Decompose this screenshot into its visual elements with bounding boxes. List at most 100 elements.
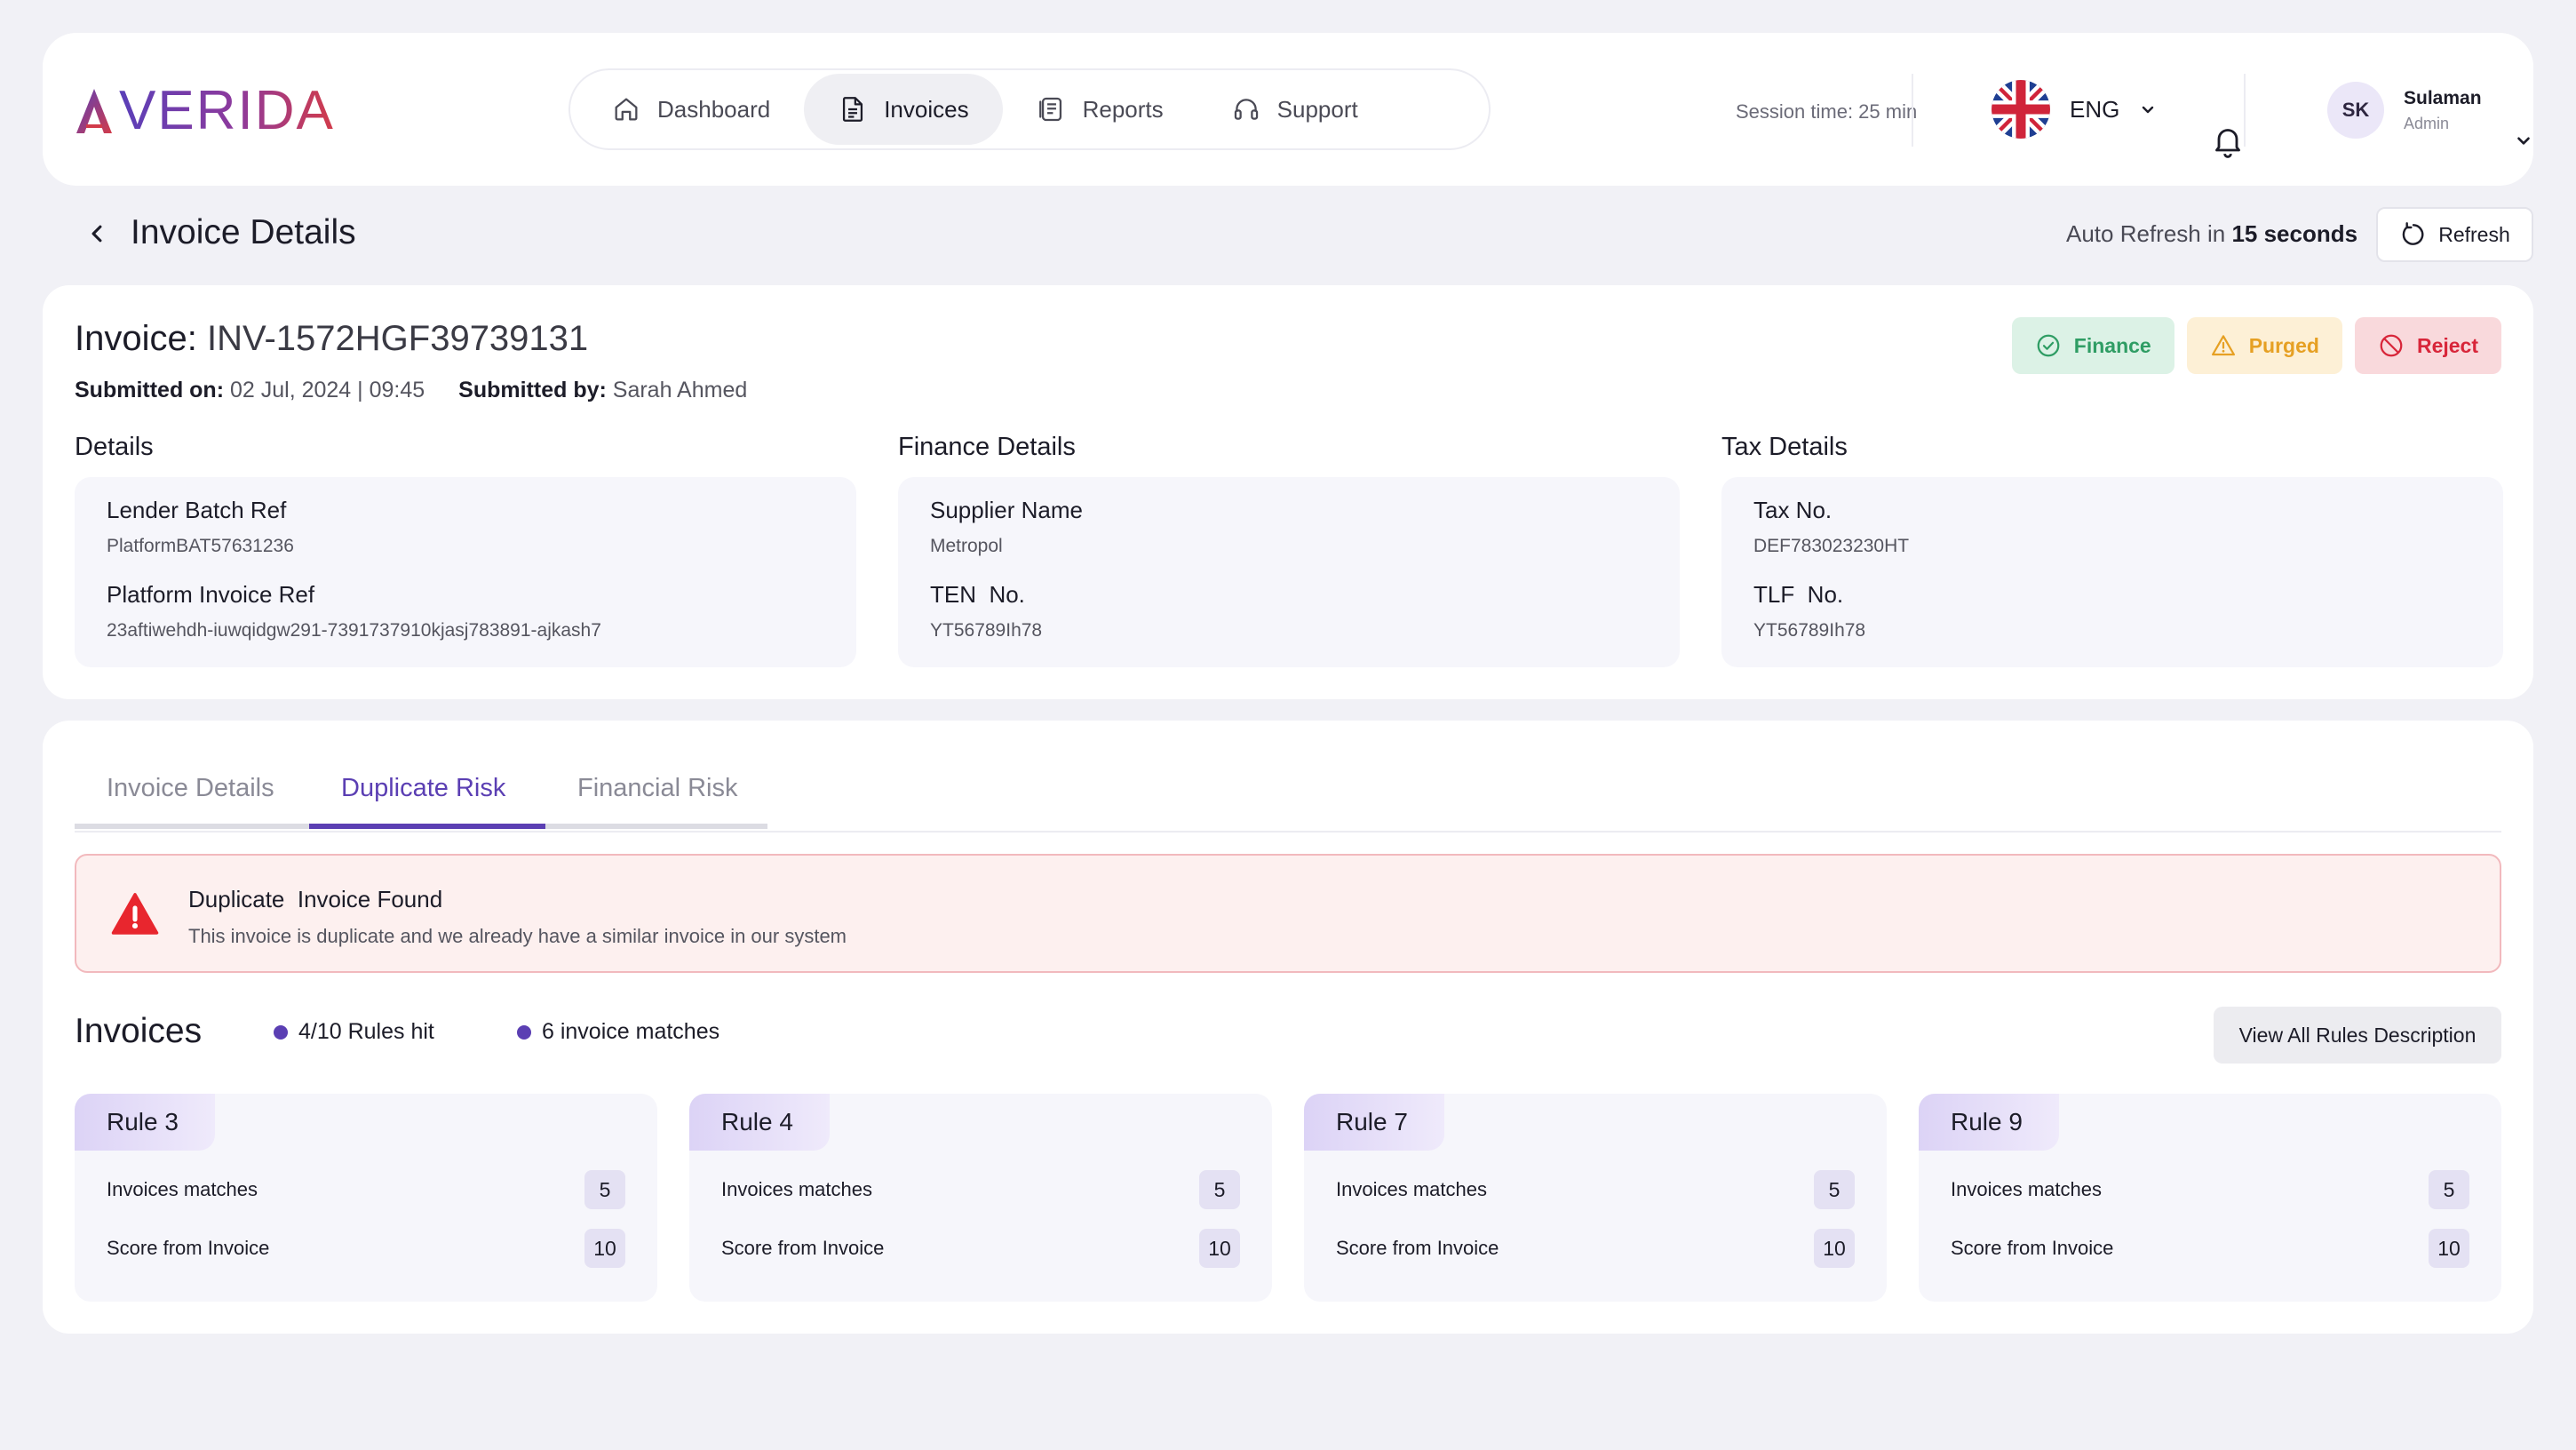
alert-title: Duplicate Invoice Found: [188, 886, 443, 912]
score-label: Score from Invoice: [721, 1237, 885, 1259]
chevron-down-icon[interactable]: [2514, 131, 2533, 150]
invoices-matches-label: Invoices matches: [1951, 1178, 2102, 1200]
tax-details-box: Tax No. DEF783023230HT TLF No. YT56789Ih…: [1721, 477, 2503, 667]
score-value: 10: [584, 1229, 625, 1268]
divider: [1912, 74, 1913, 147]
invoice-summary-card: Invoice: INV-1572HGF39739131 Submitted o…: [43, 285, 2533, 699]
risk-card: Invoice Details Duplicate Risk Financial…: [43, 721, 2533, 1334]
invoice-number: INV-1572HGF39739131: [206, 319, 589, 358]
supplier-name-label: Supplier Name: [930, 497, 1083, 523]
view-all-rules-button[interactable]: View All Rules Description: [2214, 1007, 2501, 1064]
rule-name: Rule 3: [75, 1094, 215, 1151]
rule-card: Rule 3 Invoices matches 5 Score from Inv…: [75, 1094, 657, 1302]
ten-no-label: TEN No.: [930, 581, 1025, 608]
logo-text: VERIDA: [119, 80, 335, 141]
submitted-by-value: Sarah Ahmed: [612, 378, 748, 402]
duplicate-alert: Duplicate Invoice Found This invoice is …: [75, 854, 2501, 973]
language-label: ENG: [2070, 95, 2120, 123]
user-menu[interactable]: SK Sulaman Admin: [2327, 81, 2482, 139]
invoice-title-label: Invoice:: [75, 319, 197, 358]
platform-invoice-ref-label: Platform Invoice Ref: [107, 581, 315, 608]
score-label: Score from Invoice: [1951, 1237, 2114, 1259]
avatar: SK: [2327, 82, 2384, 139]
back-arrow-icon[interactable]: [85, 222, 108, 245]
rules-hit-stat: 4/10 Rules hit: [274, 1019, 434, 1045]
tab-duplicate-risk[interactable]: Duplicate Risk: [341, 774, 506, 802]
submission-info: Submitted on: 02 Jul, 2024 | 09:45 Submi…: [75, 378, 747, 403]
invoices-heading: Invoices: [75, 1012, 203, 1050]
tab-bar: Invoice Details Duplicate Risk Financial…: [75, 765, 2501, 833]
refresh-icon: [2402, 222, 2424, 245]
details-box: Lender Batch Ref PlatformBAT57631236 Pla…: [75, 477, 856, 667]
logo[interactable]: VERIDA: [75, 76, 335, 147]
rule-name: Rule 7: [1304, 1094, 1444, 1151]
tlf-no-value: YT56789Ih78: [1753, 620, 1866, 641]
top-header: VERIDA Dashboard Invoices Reports Suppor…: [43, 33, 2533, 186]
tax-details-title: Tax Details: [1721, 433, 1848, 461]
logo-mark-icon: [76, 89, 112, 133]
invoices-matches-label: Invoices matches: [721, 1178, 872, 1200]
notification-bell-icon[interactable]: [2210, 123, 2246, 159]
score-label: Score from Invoice: [107, 1237, 270, 1259]
purged-button[interactable]: Purged: [2186, 317, 2342, 374]
active-tab-indicator: [309, 824, 545, 829]
nav-reports-label: Reports: [1082, 95, 1164, 123]
submitted-on-label: Submitted on:: [75, 378, 225, 402]
details-title: Details: [75, 433, 154, 461]
tax-no-value: DEF783023230HT: [1753, 536, 1910, 556]
supplier-name-value: Metropol: [930, 536, 1003, 556]
invoices-matches-value: 5: [584, 1170, 625, 1209]
score-value: 10: [1199, 1229, 1240, 1268]
warning-icon: [2211, 335, 2235, 356]
tab-financial-risk[interactable]: Financial Risk: [577, 774, 738, 802]
finance-details-title: Finance Details: [898, 433, 1076, 461]
rule-card: Rule 4 Invoices matches 5 Score from Inv…: [689, 1094, 1272, 1302]
status-dot: [274, 1024, 288, 1040]
document-icon: [843, 97, 863, 122]
user-name: Sulaman: [2404, 87, 2482, 108]
reject-button[interactable]: Reject: [2354, 317, 2501, 374]
ban-icon: [2380, 334, 2403, 357]
page-title: Invoice Details: [131, 213, 356, 251]
score-value: 10: [2429, 1229, 2469, 1268]
purged-label: Purged: [2248, 333, 2319, 357]
score-value: 10: [1814, 1229, 1855, 1268]
lender-batch-ref-label: Lender Batch Ref: [107, 497, 287, 523]
alert-triangle-icon: [111, 893, 159, 935]
rule-card: Rule 9 Invoices matches 5 Score from Inv…: [1919, 1094, 2501, 1302]
refresh-button[interactable]: Refresh: [2376, 207, 2533, 262]
nav-reports[interactable]: Reports: [1003, 74, 1197, 145]
tax-no-label: Tax No.: [1753, 497, 1833, 523]
nav-dashboard[interactable]: Dashboard: [577, 74, 804, 145]
platform-invoice-ref-value: 23aftiwehdh-iuwqidgw291-7391737910kjasj7…: [107, 620, 601, 641]
auto-refresh-text: Auto Refresh in 15 seconds: [2066, 220, 2357, 248]
uk-flag-icon: [1992, 80, 2050, 139]
invoice-title: Invoice: INV-1572HGF39739131: [75, 319, 588, 359]
invoices-matches-value: 5: [1199, 1170, 1240, 1209]
finance-label: Finance: [2073, 333, 2151, 357]
finance-details-box: Supplier Name Metropol TEN No. YT56789Ih…: [898, 477, 1680, 667]
nav-support[interactable]: Support: [1197, 74, 1392, 145]
rule-card: Rule 7 Invoices matches 5 Score from Inv…: [1304, 1094, 1887, 1302]
rules-hit-text: 4/10 Rules hit: [298, 1019, 434, 1044]
nav-invoices-label: Invoices: [884, 95, 969, 123]
main-nav: Dashboard Invoices Reports Support: [568, 68, 1491, 150]
nav-invoices[interactable]: Invoices: [804, 74, 1003, 145]
nav-support-label: Support: [1276, 95, 1358, 123]
chevron-down-icon: [2143, 106, 2154, 114]
lender-batch-ref-value: PlatformBAT57631236: [107, 536, 294, 556]
alert-text: This invoice is duplicate and we already…: [188, 925, 847, 947]
score-label: Score from Invoice: [1336, 1237, 1499, 1259]
ten-no-value: YT56789Ih78: [930, 620, 1043, 641]
finance-button[interactable]: Finance: [2011, 317, 2174, 374]
home-icon: [615, 98, 638, 121]
language-selector[interactable]: ENG: [1992, 79, 2157, 139]
session-time: Session time: 25 min: [1736, 100, 1918, 123]
invoices-matches-label: Invoices matches: [1336, 1178, 1487, 1200]
status-dot: [517, 1024, 531, 1040]
headset-icon: [1234, 99, 1258, 120]
tab-invoice-details[interactable]: Invoice Details: [107, 774, 274, 802]
refresh-label: Refresh: [2438, 222, 2510, 246]
invoices-matches-value: 5: [1814, 1170, 1855, 1209]
check-circle-icon: [2037, 334, 2060, 357]
